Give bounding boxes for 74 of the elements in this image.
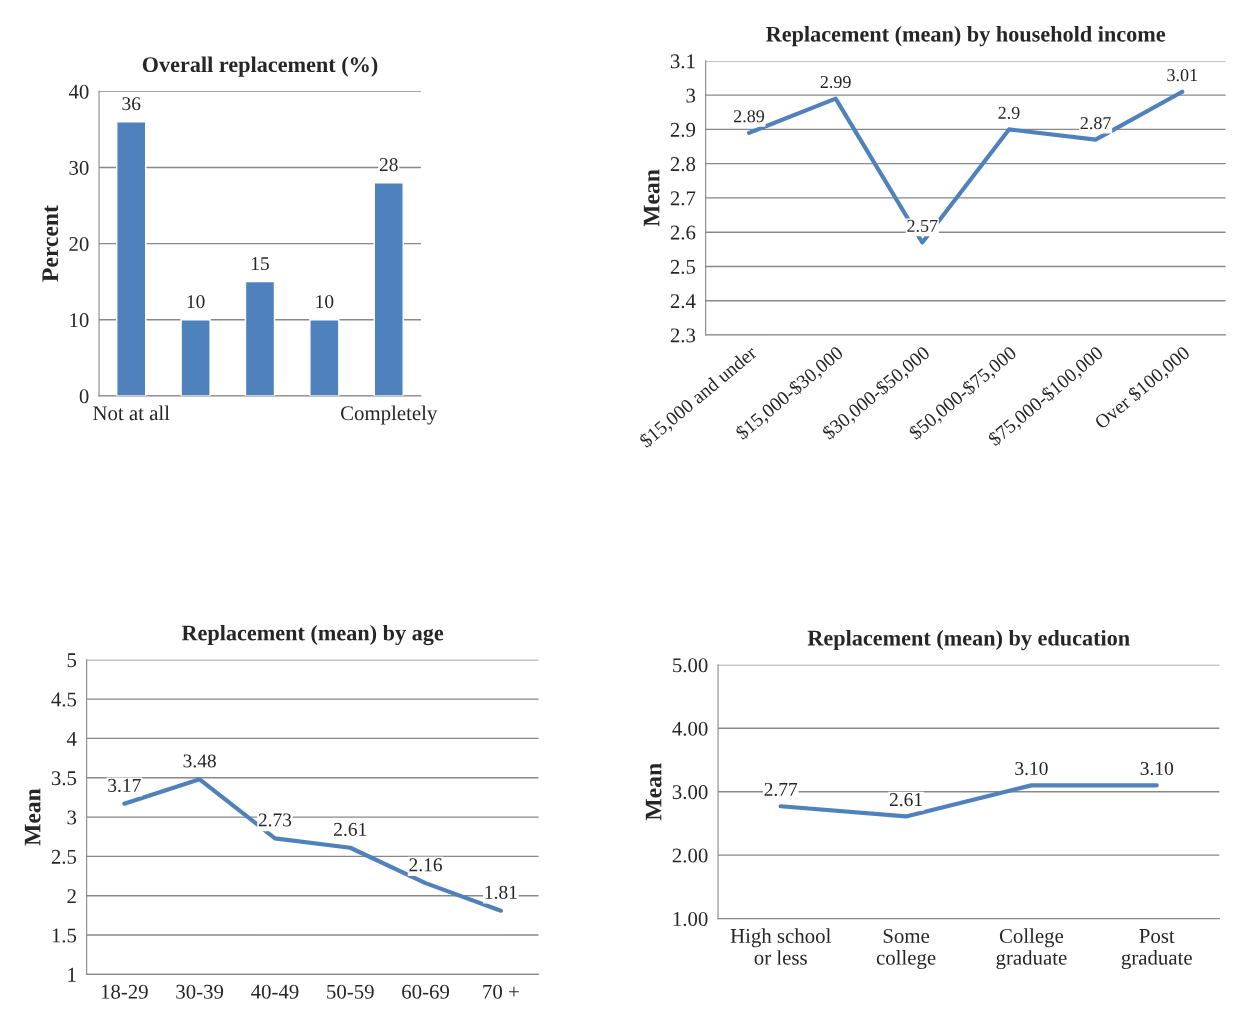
y-axis-title: Mean <box>645 763 662 821</box>
x-tick-label: 60-69 <box>402 984 450 999</box>
data-label: 2.77 <box>764 782 798 797</box>
chart-title: Replacement (mean) by household income <box>766 26 1166 47</box>
x-tick-label: Not at all <box>93 405 170 421</box>
y-tick-label: 4 <box>66 731 77 746</box>
y-tick-label: 2 <box>67 889 76 903</box>
x-tick-label: 18-29 <box>101 984 148 999</box>
x-tick-label: High school or less <box>730 928 831 965</box>
chart-title: Replacement (mean) by education <box>807 629 1130 651</box>
x-tick-label: Completely <box>340 405 438 425</box>
y-tick-label: 0 <box>79 389 89 404</box>
bar <box>244 280 276 396</box>
y-tick-label: 2.5 <box>670 259 696 274</box>
y-axis-title: Mean <box>24 788 41 846</box>
y-tick-label: 3.1 <box>670 54 695 69</box>
data-label: 2.61 <box>334 822 367 837</box>
y-tick-label: 2.00 <box>672 848 708 863</box>
y-tick-label: 3.00 <box>672 785 708 800</box>
y-tick-label: 3 <box>67 810 77 825</box>
y-tick-label: 4.5 <box>51 692 77 707</box>
y-axis-title: Mean <box>643 169 660 227</box>
y-tick-label: 40 <box>68 84 89 99</box>
x-tick-label: College graduate <box>996 928 1067 970</box>
data-label: 28 <box>379 158 398 172</box>
y-tick-label: 2.5 <box>51 849 77 864</box>
y-tick-label: 5 <box>67 653 77 668</box>
data-label: 2.89 <box>733 110 765 123</box>
y-tick-label: 2.3 <box>670 328 696 343</box>
x-tick-label: 70 + <box>483 984 519 999</box>
data-label: 2.73 <box>258 813 292 827</box>
data-label: 1.81 <box>485 885 517 899</box>
data-label: 36 <box>122 97 141 111</box>
y-tick-label: 1 <box>68 967 76 982</box>
y-tick-label: 1.00 <box>673 911 708 927</box>
y-tick-label: 2.6 <box>670 225 696 240</box>
data-label: 10 <box>187 295 205 309</box>
y-tick-label: 5.00 <box>673 658 708 673</box>
y-tick-label: 3 <box>686 88 696 103</box>
x-tick-label: 40-49 <box>251 984 299 999</box>
data-label: 3.48 <box>183 754 216 768</box>
bar <box>180 319 211 396</box>
x-tick-label: Post graduate <box>1121 929 1192 970</box>
x-tick-label: 30-39 <box>176 984 224 999</box>
data-label: 2.57 <box>907 219 938 233</box>
data-label: 10 <box>316 295 334 309</box>
chart-title: Overall replacement (%) <box>142 56 378 77</box>
y-axis-title: Percent <box>42 205 59 282</box>
y-tick-label: 3.5 <box>51 771 77 786</box>
y-tick-label: 2.4 <box>670 294 696 309</box>
bar <box>116 121 147 396</box>
y-tick-label: 4.00 <box>672 721 708 736</box>
data-label: 2.9 <box>998 106 1020 119</box>
x-tick-label: 50-59 <box>327 984 374 999</box>
y-tick-label: 1.5 <box>52 928 77 943</box>
y-tick-label: 2.8 <box>670 157 696 172</box>
y-tick-label: 20 <box>69 236 89 252</box>
y-tick-label: 30 <box>69 160 89 175</box>
data-label: 2.61 <box>889 793 922 807</box>
data-label: 15 <box>251 257 269 271</box>
x-tick-label: Some college <box>876 928 936 970</box>
data-label: 3.10 <box>1140 761 1174 776</box>
data-label: 2.87 <box>1080 116 1111 130</box>
y-tick-label: 2.7 <box>670 191 696 206</box>
data-label: 2.16 <box>409 858 442 872</box>
data-label: 3.10 <box>1015 761 1048 776</box>
y-tick-label: 10 <box>70 313 89 328</box>
bar <box>309 319 340 396</box>
chart-title: Replacement (mean) by age <box>181 624 444 646</box>
data-label: 2.99 <box>820 75 851 89</box>
data-label: 3.17 <box>108 778 141 792</box>
data-label: 3.01 <box>1167 69 1198 82</box>
bar <box>373 182 404 396</box>
y-tick-label: 2.9 <box>670 122 696 137</box>
